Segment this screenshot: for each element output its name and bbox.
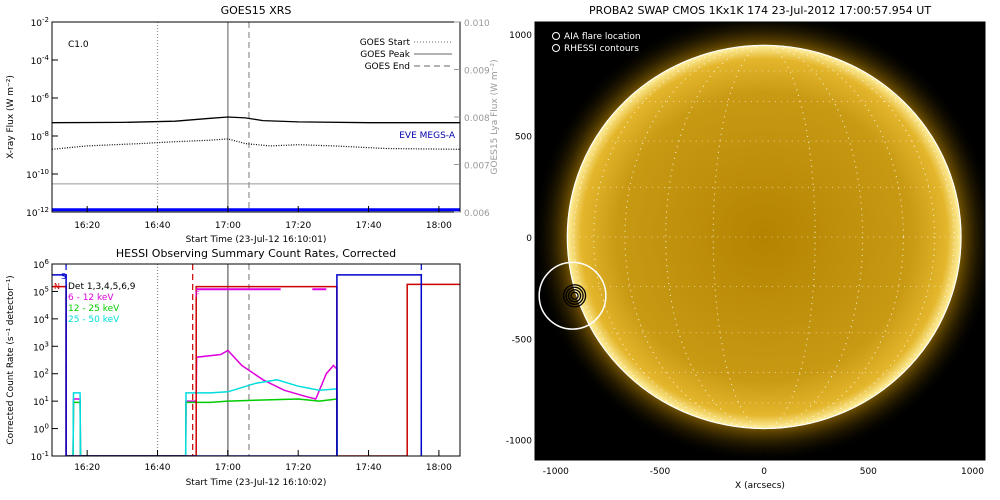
rhessi-contour xyxy=(567,289,582,303)
rhessi-contour xyxy=(570,291,579,300)
goes-ytick-label: 10-6 xyxy=(31,92,50,105)
hessi-xtick-label: 17:40 xyxy=(356,463,382,473)
hessi-panel: HESSI Observing Summary Count Rates, Cor… xyxy=(6,247,461,488)
hessi-ytick-label: 10-1 xyxy=(31,450,49,463)
aia-flare-location-circle xyxy=(538,261,607,330)
goes-xtick-label: 17:00 xyxy=(215,221,241,231)
hessi-legend-label: 12 - 25 keV xyxy=(68,304,120,314)
goes-legend-label: GOES Start xyxy=(360,38,411,48)
goes-xtick-label: 16:20 xyxy=(74,221,100,231)
hessi-series-saa xyxy=(52,274,423,456)
swap-legend-symbol xyxy=(552,32,560,40)
hessi-series-25-50kev xyxy=(69,379,338,456)
swap-title: PROBA2 SWAP CMOS 1Kx1K 174 23-Jul-2012 1… xyxy=(589,4,931,17)
hessi-legend-label: Det 1,3,4,5,6,9 xyxy=(68,282,136,292)
goes-ytick-label: 10-4 xyxy=(31,54,50,67)
swap-legend-label: AIA flare location xyxy=(564,32,641,42)
swap-ytick-label: 500 xyxy=(515,133,532,143)
hessi-ytick-label: 104 xyxy=(33,313,49,326)
hessi-legend-label: 6 - 12 keV xyxy=(68,293,114,303)
hessi-xtick-label: 17:00 xyxy=(215,463,241,473)
hessi-xtick-label: 16:20 xyxy=(74,463,100,473)
goes-y2tick-label: 0.008 xyxy=(464,114,490,124)
goes-legend: GOES Start GOES Peak GOES End xyxy=(360,38,452,72)
swap-legend-label: RHESSI contours xyxy=(564,44,639,54)
swap-xtick-label: -500 xyxy=(650,467,671,477)
goes-ytick-label: 10-8 xyxy=(31,130,49,143)
swap-xtick-label: 500 xyxy=(860,467,877,477)
goes-y2tick-label: 0.009 xyxy=(464,67,490,77)
hessi-series-6-12kev xyxy=(69,349,338,456)
solar-grid-longitude xyxy=(624,44,904,430)
swap-panel: PROBA2 SWAP CMOS 1Kx1K 174 23-Jul-2012 1… xyxy=(506,4,986,491)
goes-xtick-label: 16:40 xyxy=(145,221,171,231)
goes-ylabel: X-ray Flux (W m⁻²) xyxy=(6,75,16,159)
hessi-ytick-label: 101 xyxy=(33,395,49,408)
hessi-legend-label: 25 - 50 keV xyxy=(68,315,120,325)
goes-y2tick-label: 0.007 xyxy=(464,162,490,172)
swap-legend: AIA flare location RHESSI contours xyxy=(552,32,641,54)
solar-disk xyxy=(567,45,962,429)
swap-plot-frame xyxy=(534,21,986,461)
goes-title: GOES15 XRS xyxy=(221,4,292,17)
rhessi-contour xyxy=(565,286,584,305)
swap-xtick-label: -1000 xyxy=(543,467,569,477)
goes-y2label: GOES15 Lya Flux (W m⁻²) xyxy=(490,59,500,174)
hessi-ytick-label: 103 xyxy=(33,340,49,353)
hessi-marker-F: F xyxy=(195,290,200,299)
goes-xtick-label: 18:00 xyxy=(426,221,452,231)
solar-limb-outline xyxy=(566,44,962,430)
swap-ytick-label: 1000 xyxy=(509,31,532,41)
goes-y2tick-label: 0.006 xyxy=(464,209,490,219)
hessi-ytick-label: 100 xyxy=(33,423,49,436)
goes-eve-annotation: EVE MEGS-A xyxy=(399,131,456,141)
hessi-ytick-label: 105 xyxy=(33,285,49,298)
goes-xtick-label: 17:40 xyxy=(356,221,382,231)
hessi-ytick-label: 102 xyxy=(33,368,49,381)
hessi-xtick-label: 18:00 xyxy=(426,463,452,473)
goes-legend-label: GOES Peak xyxy=(360,50,410,60)
swap-ytick-label: 0 xyxy=(526,234,532,244)
goes-ytick-label: 10-12 xyxy=(26,206,49,219)
hessi-marker-S: S xyxy=(61,272,66,281)
hessi-marker-N: N xyxy=(54,282,60,291)
hessi-ylabel: Corrected Count Rate (s⁻¹ detector⁻¹) xyxy=(6,275,16,444)
goes-y2tick-label: 0.010 xyxy=(464,19,490,29)
goes-series-dotted-black xyxy=(52,138,460,150)
swap-xtick-label: 1000 xyxy=(961,467,984,477)
hessi-title: HESSI Observing Summary Count Rates, Cor… xyxy=(116,247,396,260)
swap-xtick-label: 0 xyxy=(761,467,767,477)
goes-class-label: C1.0 xyxy=(68,40,89,50)
swap-ytick-label: -500 xyxy=(512,335,533,345)
swap-legend-symbol xyxy=(552,44,560,52)
goes-xtick-label: 17:20 xyxy=(285,221,311,231)
swap-ytick-label: -1000 xyxy=(506,437,532,447)
goes-xrs-panel: GOES15 XRS 10-2 10-4 10-6 10-8 10-10 10-12 0.0… xyxy=(6,4,500,245)
goes-ytick-label: 10-2 xyxy=(31,16,49,29)
hessi-ytick-label: 106 xyxy=(33,258,49,271)
swap-xlabel: X (arcsecs) xyxy=(735,481,785,491)
hessi-xtick-label: 17:20 xyxy=(285,463,311,473)
rhessi-contour xyxy=(562,284,587,308)
goes-xlabel: Start Time (23-Jul-12 16:10:01) xyxy=(186,235,327,245)
hessi-series-12-25kev xyxy=(69,398,338,456)
goes-series-solid-black xyxy=(52,116,460,124)
goes-legend-label: GOES End xyxy=(365,62,410,72)
goes-ytick-label: 10-10 xyxy=(26,168,49,181)
hessi-xtick-label: 16:40 xyxy=(145,463,171,473)
hessi-plot-frame xyxy=(51,263,461,457)
hessi-xlabel: Start Time (23-Jul-12 16:10:02) xyxy=(186,478,327,488)
